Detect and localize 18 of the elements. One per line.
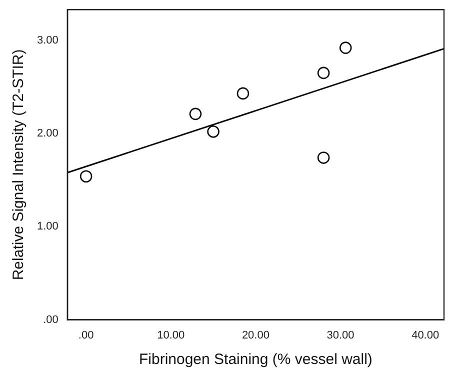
point: [207, 125, 220, 138]
point: [80, 170, 92, 182]
y-axis-title: Relative Signal Intensity (T2-STIR): [10, 49, 28, 280]
point: [339, 42, 352, 54]
x-tick-label: 30.00: [326, 329, 354, 342]
x-tick-label: 20.00: [242, 329, 270, 342]
x-axis-title: Fibrinogen Staining (% vessel wall): [138, 351, 372, 368]
point: [236, 87, 250, 100]
point: [317, 152, 330, 164]
x-tick-label: 40.00: [412, 329, 440, 342]
x-tick-label: .00: [78, 329, 94, 342]
y-tick-label: .00: [43, 314, 58, 326]
y-tick-label: 1.00: [36, 220, 58, 233]
y-tick-label: 3.00: [36, 34, 58, 46]
point: [317, 66, 330, 80]
x-tick-label: 10.00: [157, 329, 185, 342]
y-tick-label: 2.00: [36, 128, 58, 140]
point: [189, 108, 202, 120]
